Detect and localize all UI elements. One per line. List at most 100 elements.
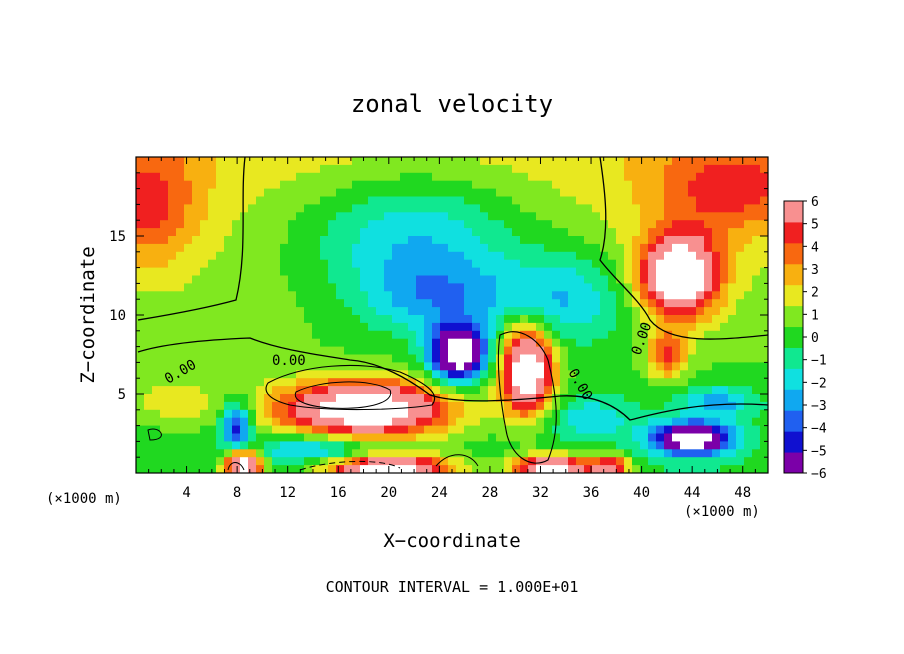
heatmap-cell (224, 188, 233, 198)
heatmap-cell (224, 243, 233, 253)
heatmap-cell (416, 299, 425, 308)
heatmap-cell (416, 267, 425, 277)
heatmap-cell (344, 275, 353, 284)
heatmap-cell (304, 180, 313, 190)
heatmap-cell (560, 299, 569, 308)
heatmap-cell (144, 259, 153, 269)
heatmap-cell (616, 228, 625, 237)
heatmap-cell (272, 409, 281, 419)
heatmap-cell (720, 386, 729, 395)
heatmap-cell (600, 283, 609, 292)
heatmap-cell (560, 180, 569, 190)
heatmap-cell (144, 409, 153, 419)
heatmap-cell (216, 259, 225, 269)
heatmap-cell (720, 346, 729, 356)
heatmap-cell (640, 386, 649, 395)
heatmap-cell (176, 275, 185, 284)
heatmap-cell (376, 330, 385, 340)
heatmap-cell (160, 449, 169, 458)
heatmap-cell (328, 330, 337, 340)
colorbar-tick-label: 3 (811, 263, 819, 278)
heatmap-cell (512, 283, 521, 292)
heatmap-cell (464, 275, 473, 284)
heatmap-cell (504, 243, 513, 253)
heatmap-cell (472, 220, 481, 229)
heatmap-cell (648, 243, 657, 253)
heatmap-cell (216, 180, 225, 190)
heatmap-cell (656, 196, 665, 205)
heatmap-cell (688, 362, 697, 371)
heatmap-cell (504, 322, 513, 332)
heatmap-cell (656, 417, 665, 427)
heatmap-cell (536, 354, 545, 363)
colorbar-swatch (784, 242, 803, 265)
heatmap-cell (456, 307, 465, 316)
heatmap-cell (320, 315, 329, 324)
heatmap-cell (168, 322, 177, 332)
heatmap-cell (608, 275, 617, 284)
heatmap-cell (496, 220, 505, 229)
heatmap-cell (144, 275, 153, 284)
heatmap-cell (664, 315, 673, 324)
heatmap-cell (208, 172, 217, 182)
heatmap-cell (152, 243, 161, 253)
heatmap-cell (608, 425, 617, 435)
heatmap-cell (240, 354, 249, 363)
heatmap-cell (296, 315, 305, 324)
heatmap-cell (456, 220, 465, 229)
heatmap-cell (344, 457, 353, 466)
heatmap-cell (168, 212, 177, 221)
heatmap-cell (616, 425, 625, 435)
heatmap-cell (248, 251, 257, 261)
heatmap-cell (496, 425, 505, 435)
heatmap-cell (616, 370, 625, 379)
heatmap-cell (280, 346, 289, 356)
heatmap-cell (576, 212, 585, 221)
heatmap-cell (664, 441, 673, 450)
heatmap-cell (168, 259, 177, 269)
heatmap-cell (224, 354, 233, 363)
heatmap-cell (360, 346, 369, 356)
heatmap-cell (488, 394, 497, 403)
heatmap-cell (752, 386, 761, 395)
heatmap-cell (552, 465, 561, 473)
heatmap-cell (296, 307, 305, 316)
heatmap-cell (688, 236, 697, 245)
heatmap-cell (320, 251, 329, 261)
heatmap-cell (360, 228, 369, 237)
heatmap-cell (312, 243, 321, 253)
colorbar-swatch (784, 201, 803, 223)
heatmap-cell (480, 433, 489, 442)
heatmap-cell (752, 370, 761, 379)
heatmap-cell (640, 346, 649, 356)
heatmap-cell (368, 164, 377, 174)
heatmap-cell (536, 378, 545, 387)
heatmap-cell (456, 370, 465, 379)
heatmap-cell (160, 307, 169, 316)
heatmap-cell (584, 164, 593, 174)
heatmap-cell (424, 370, 433, 379)
heatmap-cell (672, 346, 681, 356)
heatmap-cell (168, 409, 177, 419)
heatmap-cell (688, 370, 697, 379)
heatmap-cell (464, 267, 473, 277)
heatmap-cell (576, 188, 585, 198)
heatmap-cell (256, 259, 265, 269)
heatmap-cell (232, 322, 241, 332)
heatmap-cell (760, 441, 768, 450)
heatmap-cell (600, 251, 609, 261)
heatmap-cell (392, 212, 401, 221)
heatmap-cell (256, 267, 265, 277)
heatmap-cell (664, 346, 673, 356)
heatmap-cell (536, 299, 545, 308)
heatmap-cell (720, 338, 729, 348)
heatmap-cell (536, 338, 545, 348)
heatmap-cell (728, 267, 737, 277)
heatmap-cell (696, 378, 705, 387)
heatmap-cell (576, 338, 585, 348)
heatmap-cell (672, 417, 681, 427)
heatmap-cell (504, 401, 513, 411)
heatmap-cell (416, 196, 425, 205)
heatmap-cell (416, 465, 425, 473)
heatmap-cell (152, 228, 161, 237)
